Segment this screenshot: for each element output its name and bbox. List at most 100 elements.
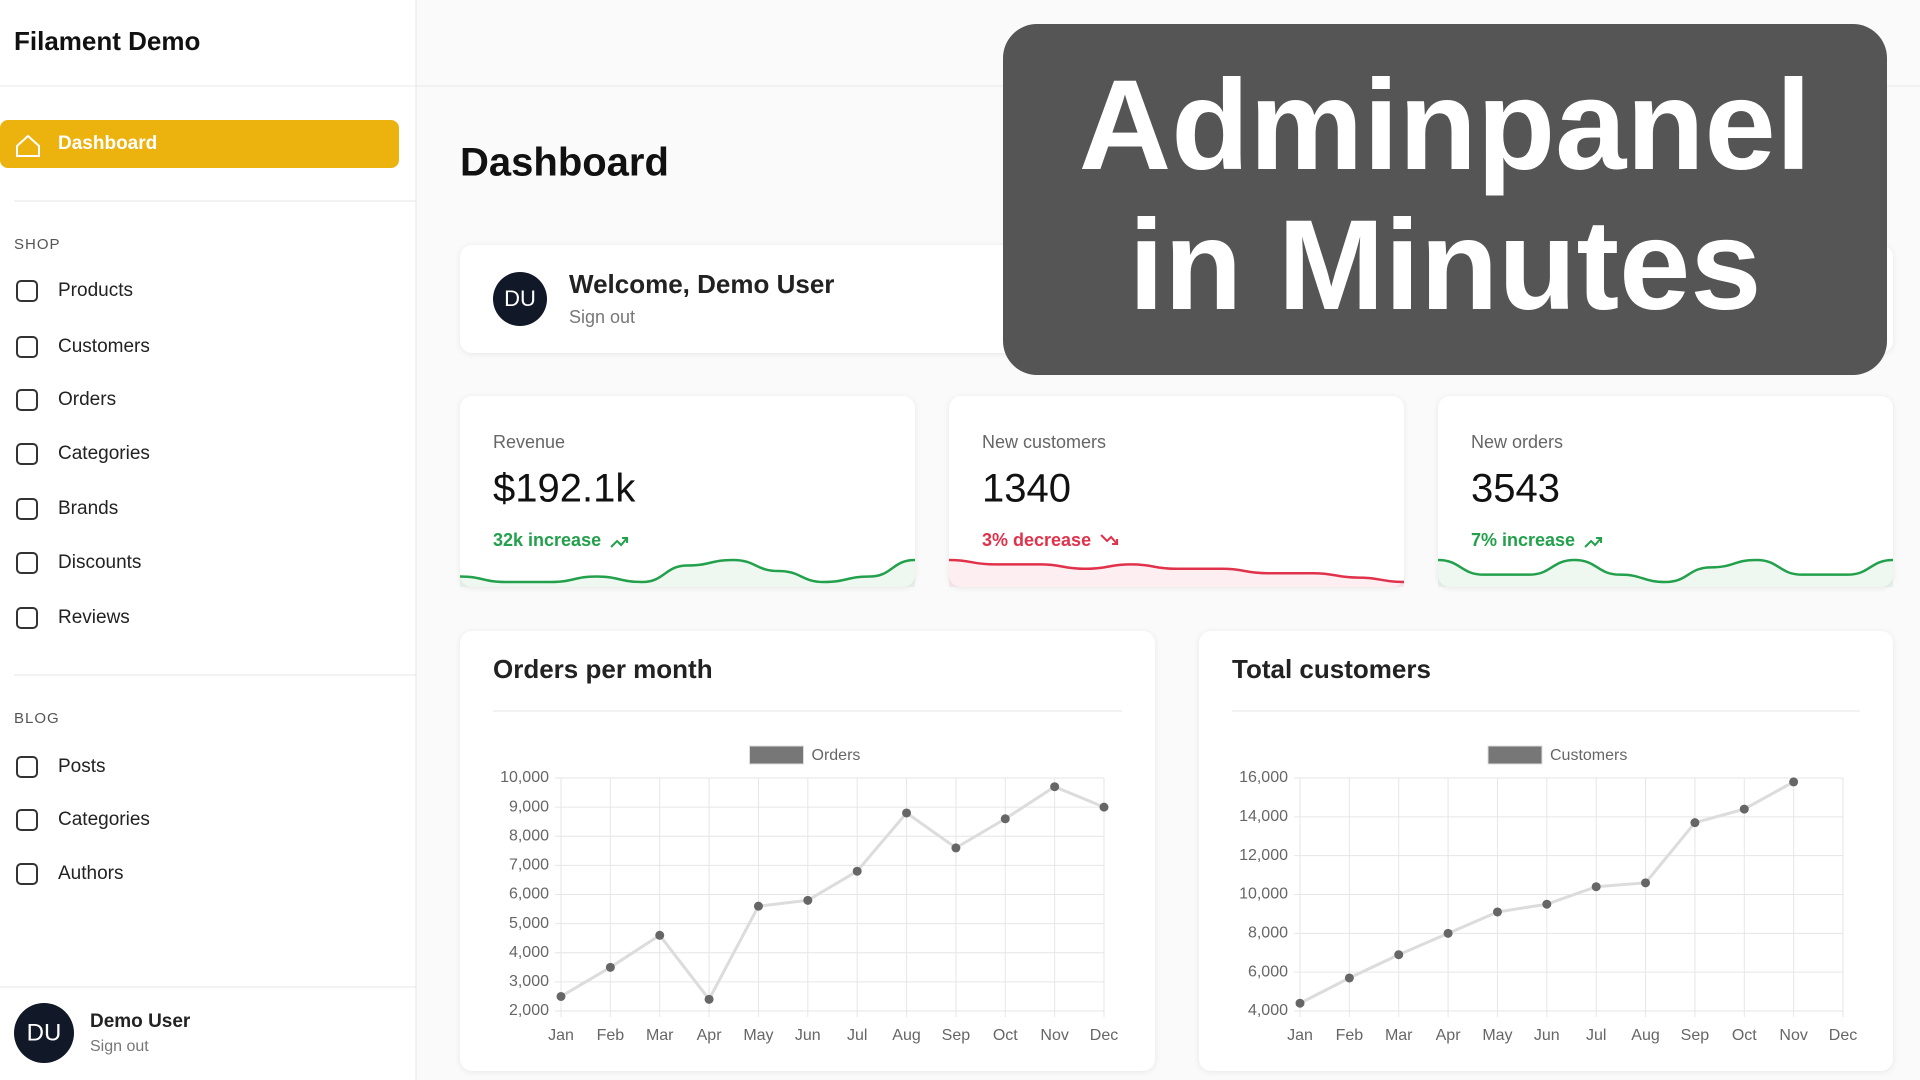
chart-title: Total customers <box>1232 654 1431 684</box>
y-tick-label: 7,000 <box>509 857 549 874</box>
x-tick-label: May <box>1482 1027 1512 1044</box>
data-point <box>951 843 961 853</box>
brand: Filament Demo <box>14 26 200 56</box>
data-point <box>1099 802 1109 812</box>
y-tick-label: 16,000 <box>1239 769 1288 786</box>
overlay-line: in Minutes <box>1129 194 1762 337</box>
data-point <box>852 866 862 876</box>
chart-card <box>1199 631 1893 1071</box>
nav-icon <box>16 552 38 574</box>
nav-icon <box>16 389 38 411</box>
trend-icon <box>610 537 629 548</box>
nav-icon <box>16 336 38 358</box>
sidebar <box>0 0 416 1080</box>
trend-icon <box>1100 534 1119 545</box>
y-tick-label: 2,000 <box>509 1002 549 1019</box>
x-tick-label: Oct <box>1732 1027 1757 1044</box>
nav-item[interactable]: Discounts <box>58 552 141 573</box>
overlay-line: Adminpanel <box>1079 54 1812 197</box>
x-tick-label: Aug <box>892 1027 920 1044</box>
x-tick-label: Nov <box>1040 1027 1068 1044</box>
x-tick-label: Sep <box>1681 1027 1710 1044</box>
page-title: Dashboard <box>460 141 669 185</box>
chart-title: Orders per month <box>493 654 713 684</box>
nav-item[interactable]: Products <box>58 280 133 301</box>
x-tick-label: Apr <box>697 1027 723 1044</box>
nav-item[interactable]: Categories <box>58 443 150 464</box>
stat-change: 32k increase <box>493 530 601 550</box>
y-tick-label: 10,000 <box>1239 886 1288 903</box>
x-tick-label: Sep <box>942 1027 971 1044</box>
sign-out[interactable]: Sign out <box>569 307 635 327</box>
avatar-initials: DU <box>504 286 536 311</box>
sparkline-area <box>1438 560 1893 587</box>
y-tick-label: 5,000 <box>509 915 549 932</box>
series-line <box>560 785 1105 1003</box>
x-tick-label: Nov <box>1779 1027 1807 1044</box>
y-tick-label: 6,000 <box>509 886 549 903</box>
x-tick-label: Apr <box>1436 1027 1462 1044</box>
data-point <box>1641 878 1651 888</box>
stat-value: $192.1k <box>493 467 636 511</box>
stat-change: 3% decrease <box>982 530 1091 550</box>
y-tick-label: 8,000 <box>1248 925 1288 942</box>
x-tick-label: Jul <box>1586 1027 1606 1044</box>
stat-change: 7% increase <box>1471 530 1575 550</box>
nav-item[interactable]: Posts <box>58 756 106 777</box>
legend-swatch <box>1487 745 1543 765</box>
avatar <box>493 272 547 326</box>
stat-label: New orders <box>1471 432 1563 452</box>
sign-out[interactable]: Sign out <box>90 1038 149 1055</box>
y-tick-label: 4,000 <box>509 944 549 961</box>
nav-item[interactable]: Authors <box>58 863 123 884</box>
sparkline <box>1437 558 1894 584</box>
home-icon <box>16 134 40 157</box>
x-tick-label: Aug <box>1631 1027 1659 1044</box>
x-tick-label: Jun <box>795 1027 821 1044</box>
legend-label: Orders <box>812 747 861 764</box>
stat-card <box>1438 396 1893 587</box>
user-name: Demo User <box>90 1011 191 1032</box>
nav-item[interactable]: Dashboard <box>58 133 157 154</box>
data-point <box>753 901 763 911</box>
data-point <box>605 962 615 972</box>
stat-card <box>460 396 915 587</box>
x-tick-label: Jan <box>1287 1027 1313 1044</box>
nav-item[interactable]: Categories <box>58 809 150 830</box>
y-tick-label: 10,000 <box>500 769 549 786</box>
x-tick-label: May <box>743 1027 773 1044</box>
data-point <box>1690 818 1700 828</box>
data-point <box>1492 907 1502 917</box>
data-point <box>655 930 665 940</box>
x-tick-label: Mar <box>646 1027 674 1044</box>
avatar-initials: DU <box>27 1019 62 1046</box>
x-tick-label: Feb <box>1336 1027 1364 1044</box>
nav-item[interactable]: Customers <box>58 336 150 357</box>
nav-item[interactable]: Brands <box>58 498 118 519</box>
stat-label: Revenue <box>493 432 565 452</box>
nav-icon <box>16 498 38 520</box>
data-point <box>1591 882 1601 892</box>
nav-active[interactable] <box>0 120 399 168</box>
nav-icon <box>16 280 38 302</box>
data-point <box>902 808 912 818</box>
nav-icon <box>16 756 38 778</box>
section-label: SHOP <box>14 236 61 253</box>
x-tick-label: Feb <box>597 1027 625 1044</box>
y-tick-label: 8,000 <box>509 827 549 844</box>
data-point <box>704 994 714 1004</box>
x-tick-label: Jan <box>548 1027 574 1044</box>
data-point <box>1443 928 1453 938</box>
data-point <box>1789 777 1799 787</box>
stat-card <box>949 396 1404 587</box>
x-tick-label: Dec <box>1829 1027 1857 1044</box>
data-point <box>556 991 566 1001</box>
nav-item[interactable]: Orders <box>58 389 116 410</box>
x-tick-label: Mar <box>1385 1027 1413 1044</box>
nav-item[interactable]: Reviews <box>58 607 130 628</box>
legend-label: Customers <box>1550 747 1627 764</box>
data-point <box>1295 998 1305 1008</box>
data-point <box>1000 814 1010 824</box>
data-point <box>1050 782 1060 792</box>
